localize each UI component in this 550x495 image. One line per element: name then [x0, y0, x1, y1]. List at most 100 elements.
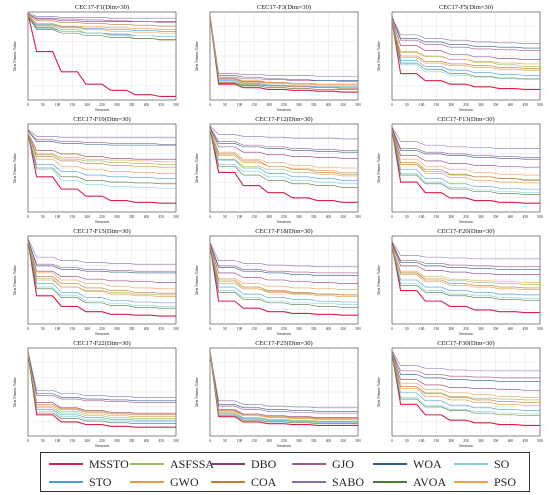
x-tick-label: 0: [27, 327, 29, 331]
legend-label: GWO: [170, 474, 199, 489]
series-line-gjo: [27, 239, 176, 272]
y-axis-label: Best Fitness Value: [376, 265, 381, 295]
series-line-pso: [27, 132, 176, 163]
series-line-sabo: [209, 350, 358, 409]
y-axis-label: Best Fitness Value: [376, 153, 381, 183]
x-tick-label: 50: [41, 439, 45, 443]
x-tick-label: 350: [493, 215, 499, 219]
chart-panel: CEC17-F5(Dim=30) 0 50 100 150 200 250 300 350 400…: [376, 4, 543, 112]
chart-title: CEC17-F15(Dim=30): [73, 228, 130, 235]
x-tick-label: 400: [326, 103, 332, 107]
y-axis-label: Best Fitness Value: [12, 377, 17, 407]
x-tick-label: 450: [523, 439, 529, 443]
x-tick-label: 200: [267, 215, 273, 219]
x-tick-label: 250: [463, 215, 469, 219]
series-line-gwo: [391, 130, 540, 184]
x-axis-label: Iteration: [95, 443, 109, 448]
x-tick-label: 0: [209, 215, 211, 219]
y-axis-label: Best Fitness Value: [194, 153, 199, 183]
x-tick-label: 500: [173, 439, 179, 443]
series-line-woa: [27, 352, 176, 402]
x-tick-label: 100: [419, 327, 425, 331]
x-tick-label: 350: [129, 327, 135, 331]
x-axis-label: Iteration: [95, 107, 109, 112]
x-tick-label: 250: [99, 103, 105, 107]
chart-title: CEC17-F25(Dim=30): [255, 340, 312, 347]
x-tick-label: 250: [463, 439, 469, 443]
y-axis-label: Best Fitness Value: [194, 265, 199, 295]
x-tick-label: 150: [434, 327, 440, 331]
x-tick-label: 50: [41, 215, 45, 219]
series-line-sto: [391, 246, 540, 296]
x-tick-label: 350: [129, 215, 135, 219]
series-line-asfssa: [27, 241, 176, 296]
series-line-so: [209, 130, 358, 185]
x-tick-label: 200: [85, 439, 91, 443]
series-line-dbo: [209, 127, 358, 159]
series-line-woa: [209, 15, 358, 81]
series-line-sabo: [209, 125, 358, 140]
x-tick-label: 200: [449, 215, 455, 219]
legend-item: COA: [211, 473, 276, 491]
series-line-pso: [27, 15, 176, 34]
chart-panel: CEC17-F22(Dim=30) 0 50 100 150 200 250 300 350 40…: [12, 340, 179, 448]
series-line-dbo: [391, 243, 540, 276]
legend: MSSTO ASFSSA DBO GJO WOA SO STO GWO COA SABO AVOA P…: [40, 452, 530, 492]
chart-panel: CEC17-F13(Dim=30) 0 50 100 150 200 250 300 350 40…: [376, 116, 543, 224]
x-tick-label: 500: [173, 215, 179, 219]
chart-panel: CEC17-F12(Dim=30) 0 50 100 150 200 250 300 350 40…: [194, 116, 361, 224]
chart-title: CEC17-F10(Dim=30): [73, 116, 130, 123]
x-tick-label: 300: [478, 327, 484, 331]
x-tick-label: 50: [223, 439, 227, 443]
x-tick-label: 250: [99, 327, 105, 331]
series-line-pso: [209, 16, 358, 85]
x-tick-label: 500: [537, 439, 543, 443]
legend-swatch: [49, 463, 83, 465]
chart-panel: CEC17-F15(Dim=30) 0 50 100 150 200 250 300 350 40…: [12, 228, 179, 336]
x-tick-label: 300: [114, 439, 120, 443]
legend-swatch: [211, 463, 245, 465]
series-line-avoa: [391, 247, 540, 301]
x-tick-label: 300: [114, 103, 120, 107]
x-tick-label: 300: [478, 103, 484, 107]
x-tick-label: 50: [41, 327, 45, 331]
series-line-sabo: [27, 350, 176, 398]
legend-label: PSO: [494, 474, 517, 489]
series-line-sto: [209, 353, 358, 423]
legend-label: COA: [251, 474, 277, 489]
chart-grid: CEC17-F1(Dim=30) 0 50 100 150 200 250 300 350 400…: [12, 4, 543, 448]
x-tick-label: 400: [326, 327, 332, 331]
series-line-avoa: [27, 16, 176, 40]
x-tick-label: 500: [355, 439, 361, 443]
x-tick-label: 50: [223, 327, 227, 331]
x-tick-label: 0: [391, 327, 393, 331]
series-line-avoa: [391, 21, 540, 80]
series-line-mssto: [209, 128, 358, 203]
y-axis-label: Best Fitness Value: [12, 265, 17, 295]
series-line-sto: [209, 129, 358, 181]
series-line-dbo: [391, 128, 540, 168]
series-line-asfssa: [209, 353, 358, 422]
series-line-gjo: [27, 13, 176, 23]
y-axis-label: Best Fitness Value: [376, 377, 381, 407]
chart-panel: CEC17-F20(Dim=30) 0 50 100 150 200 250 300 350 40…: [376, 228, 543, 336]
x-tick-label: 100: [237, 103, 243, 107]
x-tick-label: 450: [159, 327, 165, 331]
series-line-pso: [209, 352, 358, 420]
series-line-mssto: [209, 351, 358, 426]
series-line-sto: [27, 14, 176, 32]
x-tick-label: 0: [209, 327, 211, 331]
series-line-dbo: [209, 352, 358, 418]
series-line-sto: [391, 130, 540, 190]
series-line-mssto: [391, 353, 540, 426]
x-tick-label: 150: [70, 103, 76, 107]
legend-swatch: [49, 481, 83, 483]
series-line-pso: [391, 353, 540, 398]
series-line-pso: [27, 240, 176, 290]
series-line-dbo: [27, 240, 176, 283]
series-line-gwo: [391, 246, 540, 290]
legend-label: AVOA: [413, 474, 447, 489]
x-axis-label: Iteration: [95, 219, 109, 224]
legend-item: ASFSSA: [130, 455, 214, 473]
series-line-pso: [209, 128, 358, 169]
